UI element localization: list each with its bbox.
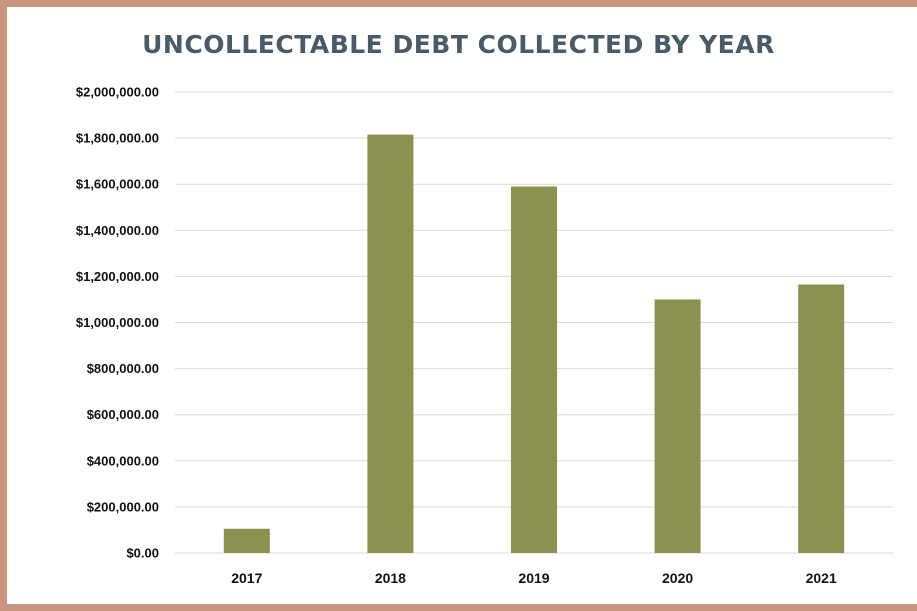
y-tick-label: $1,200,000.00	[76, 269, 159, 284]
x-axis-ticks: 2017 2018 2019 2020 2021	[231, 570, 837, 586]
bar-2020	[654, 299, 701, 553]
bar-2019	[511, 186, 557, 553]
x-tick-label: 2020	[662, 570, 693, 586]
y-tick-label: $200,000.00	[87, 499, 159, 514]
y-tick-label: $800,000.00	[87, 361, 159, 376]
x-tick-label: 2019	[518, 570, 549, 586]
x-tick-label: 2021	[806, 570, 837, 586]
y-tick-label: $1,000,000.00	[76, 315, 159, 330]
x-tick-label: 2017	[231, 570, 262, 586]
chart-title: UNCOLLECTABLE DEBT COLLECTED BY YEAR	[142, 30, 775, 59]
y-tick-label: $1,400,000.00	[76, 223, 159, 238]
bar-2017	[223, 528, 270, 553]
y-tick-label: $600,000.00	[87, 407, 159, 422]
y-axis-ticks: $0.00 $200,000.00 $400,000.00 $600,000.00 $8…	[76, 85, 159, 561]
x-tick-label: 2018	[375, 570, 406, 586]
bar-2018	[367, 134, 414, 553]
y-tick-label: $2,000,000.00	[76, 85, 159, 100]
y-tick-label: $0.00	[126, 546, 159, 561]
y-tick-label: $1,800,000.00	[76, 131, 159, 146]
y-tick-label: $1,600,000.00	[76, 177, 159, 192]
bars	[223, 134, 845, 553]
y-tick-label: $400,000.00	[87, 453, 159, 468]
bar-2021	[798, 284, 845, 553]
